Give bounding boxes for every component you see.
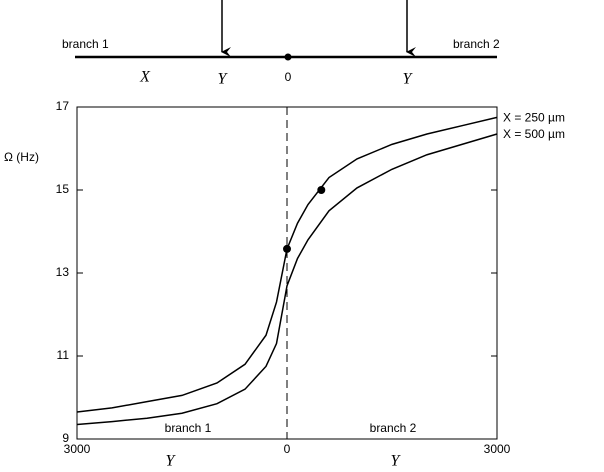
y-tick-label: 9 bbox=[62, 431, 69, 445]
diagram-label: X bbox=[139, 69, 151, 86]
y-tick-label: 11 bbox=[57, 348, 70, 362]
y-tick-label: 13 bbox=[56, 265, 70, 279]
x-tick-label: 3000 bbox=[484, 442, 511, 456]
branch-label: branch 2 bbox=[453, 37, 500, 51]
y-tick-label: 17 bbox=[56, 99, 70, 113]
x-axis-label: Y bbox=[391, 453, 402, 470]
x-axis-label: Y bbox=[166, 453, 177, 470]
x-tick-label: 0 bbox=[284, 442, 291, 456]
point bbox=[283, 244, 291, 253]
diagram-label: Y bbox=[218, 71, 229, 88]
curve-label: X = 500 µm bbox=[503, 127, 565, 141]
diagram-label: Y bbox=[403, 71, 414, 88]
curve-label: X = 250 µm bbox=[503, 111, 565, 125]
branch-label: branch 1 bbox=[62, 37, 109, 51]
y-axis-label: Ω (Hz) bbox=[4, 150, 39, 164]
x-tick-label: 3000 bbox=[64, 442, 91, 456]
diagram-label: 0 bbox=[285, 70, 292, 84]
y-tick-label: 15 bbox=[56, 182, 70, 196]
junction bbox=[284, 53, 292, 61]
branch-diagram: branch 1 branch 2 X Y 0 Y bbox=[62, 0, 500, 88]
point bbox=[317, 186, 326, 194]
annotation: branch 1 bbox=[165, 421, 212, 435]
annotation: branch 2 bbox=[370, 421, 417, 435]
plot-frame bbox=[76, 106, 498, 440]
curve bbox=[76, 133, 498, 426]
